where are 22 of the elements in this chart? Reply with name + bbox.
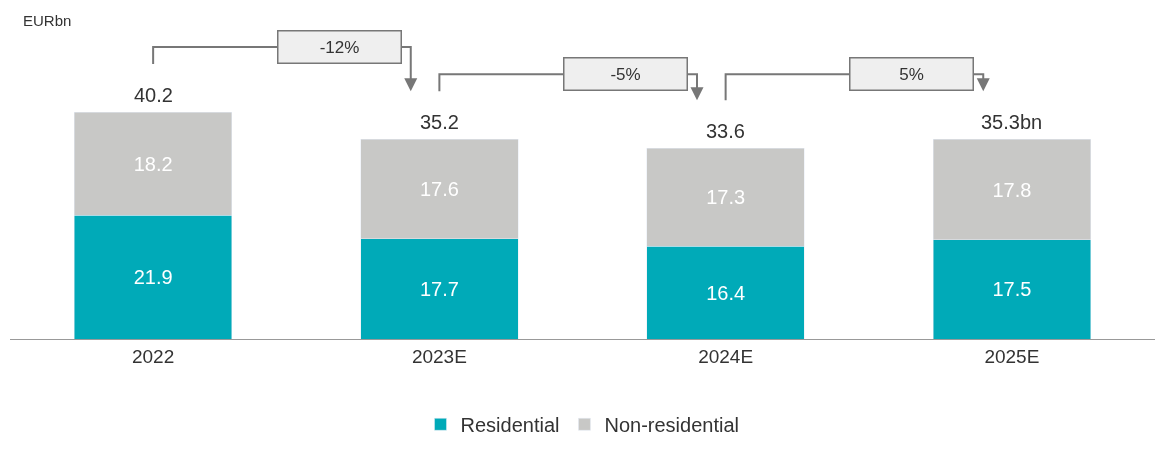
total-label: 40.2 — [134, 84, 173, 106]
text: -5% — [610, 64, 641, 84]
data-label: 21.9 — [133, 266, 173, 289]
x-tick-label: 2023E — [411, 345, 467, 367]
data-label: 17.6 — [419, 178, 459, 201]
legend-label: Residential — [460, 414, 560, 437]
x-tick-label: 2025E — [984, 345, 1040, 367]
text: -12% — [319, 37, 360, 57]
legend-label: Non-residential — [604, 414, 739, 437]
x-tick-label: 2022 — [131, 345, 175, 367]
total-label: 35.3bn — [981, 111, 1043, 133]
data-label: 16.4 — [706, 281, 746, 304]
total-label: 35.2 — [420, 111, 459, 133]
data-label: 17.5 — [992, 278, 1032, 301]
data-label: 18.2 — [133, 152, 173, 175]
text: EURbn — [23, 12, 72, 29]
data-label: 17.8 — [992, 178, 1032, 201]
data-label: 17.7 — [419, 277, 459, 300]
x-tick-label: 2024E — [698, 345, 754, 367]
text: 5% — [899, 64, 924, 84]
total-label: 33.6 — [706, 120, 745, 142]
data-label: 17.3 — [706, 186, 746, 209]
